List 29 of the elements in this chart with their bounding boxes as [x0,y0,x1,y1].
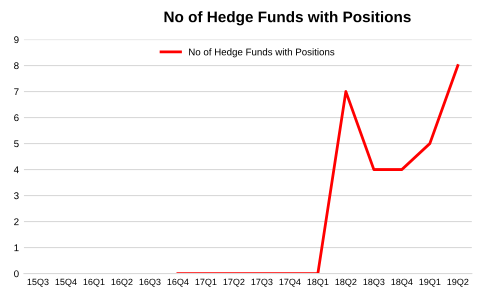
legend-label: No of Hedge Funds with Positions [189,48,334,58]
x-tick-label: 18Q1 [308,278,328,287]
y-tick-label: 5 [14,140,19,148]
x-tick-label: 17Q4 [280,278,301,287]
x-tick-label: 16Q2 [112,278,133,287]
x-tick-label: 18Q4 [391,278,413,287]
y-tick-label: 2 [14,218,19,226]
y-tick-label: 1 [14,244,19,252]
x-tick-label: 16Q4 [168,278,189,287]
line-series [176,64,460,274]
x-tick-label: 17Q3 [252,278,273,287]
y-tick-label: 4 [14,166,19,174]
y-tick-label: 0 [14,270,19,278]
chart-title: No of Hedge Funds with Positions [164,11,411,26]
x-tick-label: 16Q1 [84,278,105,287]
y-tick-label: 9 [14,36,19,44]
x-tick-label: 15Q3 [28,278,49,287]
x-tick-label: 19Q2 [447,278,468,287]
y-tick-label: 8 [14,62,19,70]
y-tick-label: 6 [14,114,19,122]
x-tick-label: 18Q2 [336,278,356,287]
x-tick-label: 15Q4 [56,278,77,287]
x-tick-label: 17Q1 [196,278,216,287]
y-tick-label: 7 [14,88,19,96]
x-tick-label: 19Q1 [419,278,440,287]
y-tick-label: 3 [14,192,19,200]
x-tick-label: 17Q2 [224,278,244,287]
x-tick-label: 18Q3 [363,278,384,287]
x-tick-label: 16Q3 [140,278,161,287]
